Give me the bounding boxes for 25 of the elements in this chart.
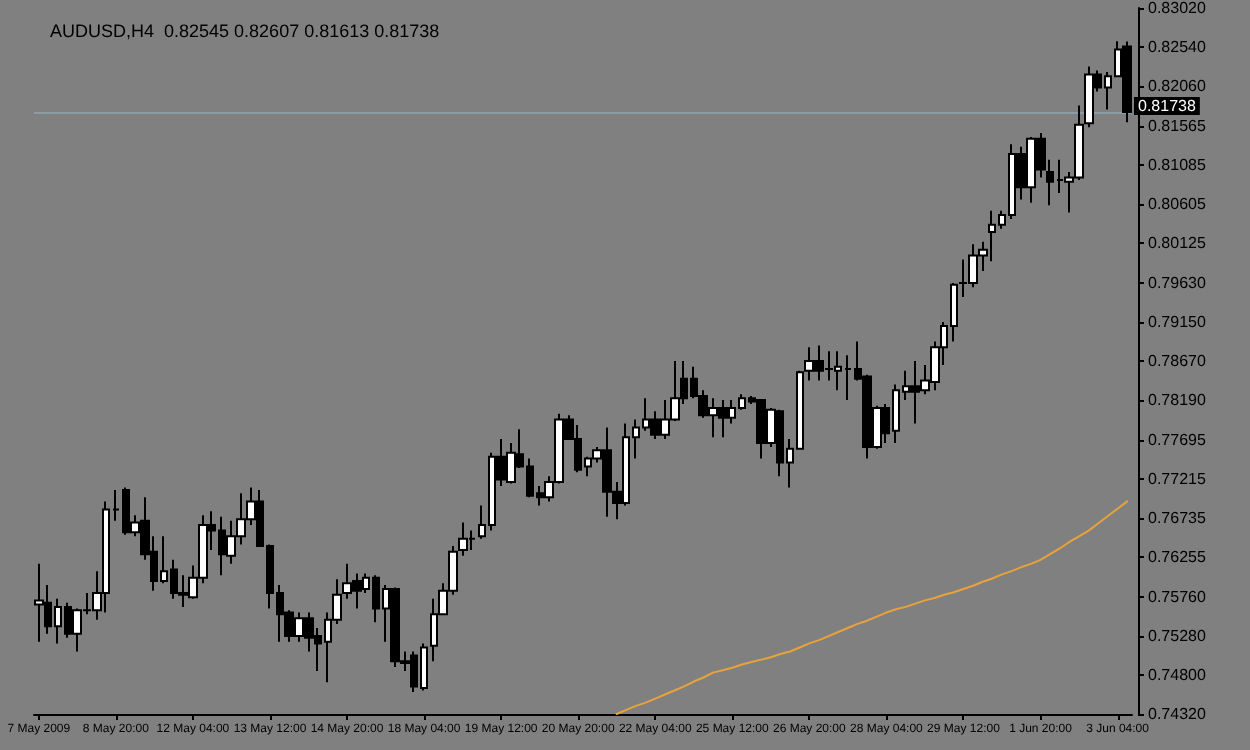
y-tick-label: 0.74320 — [1148, 705, 1207, 723]
y-tick-label: 0.75280 — [1148, 627, 1207, 646]
candlestick — [34, 562, 44, 643]
y-tick-label: 0.76255 — [1148, 547, 1207, 566]
y-tick-label: 0.82540 — [1148, 37, 1207, 56]
y-tick-label: 0.81085 — [1148, 156, 1207, 175]
y-tick-label: 0.81565 — [1148, 117, 1207, 136]
y-tick-label: 0.78190 — [1148, 390, 1207, 409]
y-tick-label: 0.82060 — [1148, 76, 1207, 95]
y-tick-label: 0.77695 — [1148, 431, 1207, 450]
line-series — [615, 500, 1129, 715]
y-tick-label: 0.80605 — [1148, 194, 1207, 213]
ref-line-label: 0.81738 — [1138, 97, 1197, 116]
y-tick-label: 0.79150 — [1148, 313, 1207, 332]
y-tick-label: 0.75760 — [1148, 588, 1207, 607]
y-tick-label: 0.74800 — [1148, 666, 1207, 685]
candlestick — [458, 521, 468, 557]
y-tick-label: 0.76735 — [1148, 509, 1207, 528]
y-tick-label: 0.79630 — [1148, 274, 1207, 293]
y-tick-label: 0.83020 — [1148, 0, 1207, 17]
candlestick — [1084, 65, 1094, 129]
y-tick-label: 0.77215 — [1148, 470, 1207, 489]
text: AUDUSD,H4 0.82545 0.82607 0.81613 0.81738 — [50, 21, 440, 41]
y-tick-label: 0.78670 — [1148, 352, 1207, 370]
y-tick-label: 0.80125 — [1148, 233, 1207, 252]
